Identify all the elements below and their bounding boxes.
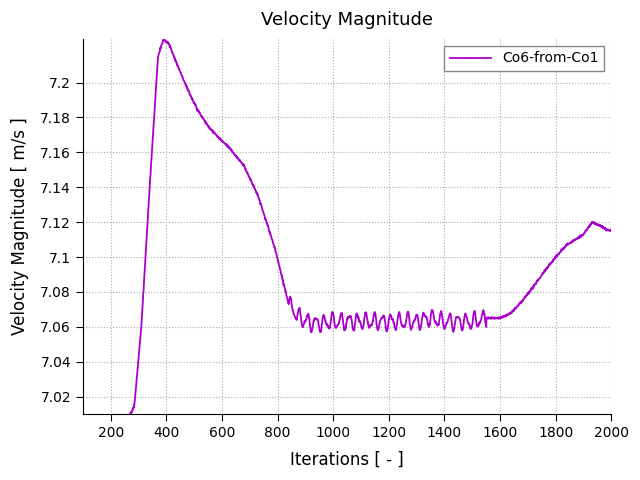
Co6-from-Co1 xyxy=(192,102,200,108)
Co6-from-Co1 xyxy=(602,226,610,232)
Line: Co6-from-Co1: Co6-from-Co1 xyxy=(130,38,611,414)
Co6-from-Co1 xyxy=(540,269,548,275)
Co6-from-Co1 xyxy=(162,39,170,45)
Title: Velocity Magnitude: Velocity Magnitude xyxy=(261,11,433,29)
Legend: Co6-from-Co1: Co6-from-Co1 xyxy=(444,46,604,71)
Co6-from-Co1 xyxy=(127,411,134,417)
Co6-from-Co1 xyxy=(607,228,615,233)
Y-axis label: Velocity Magnitude [ m/s ]: Velocity Magnitude [ m/s ] xyxy=(11,118,29,336)
Co6-from-Co1 xyxy=(126,411,134,417)
Co6-from-Co1 xyxy=(394,317,401,323)
Co6-from-Co1 xyxy=(160,36,168,41)
X-axis label: Iterations [ - ]: Iterations [ - ] xyxy=(291,451,404,469)
Co6-from-Co1 xyxy=(402,322,410,327)
